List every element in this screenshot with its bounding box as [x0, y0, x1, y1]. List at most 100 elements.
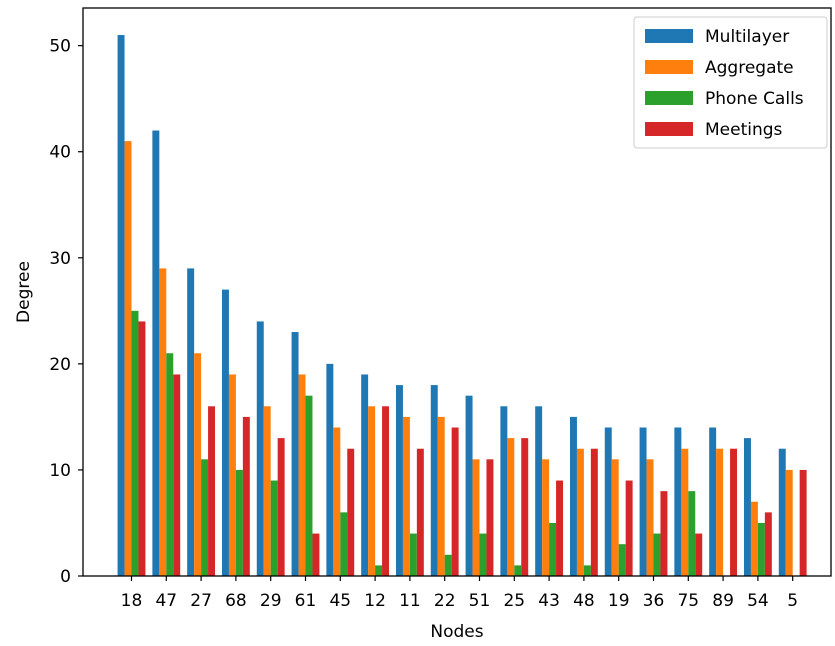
bar-aggregate-54	[750, 501, 758, 576]
x-tick-label: 54	[747, 591, 769, 611]
bar-meetings-89	[730, 448, 738, 576]
legend: Multilayer Aggregate Phone Calls Meetings	[633, 16, 828, 149]
bar-multilayer-19	[604, 427, 612, 576]
bar-phone-calls-68	[235, 469, 243, 576]
bar-multilayer-89	[709, 427, 717, 576]
bar-meetings-75	[695, 533, 703, 576]
legend-swatch-aggregate	[645, 60, 693, 74]
x-tick-label: 12	[364, 591, 386, 611]
bar-multilayer-25	[500, 406, 508, 576]
bar-phone-calls-51	[479, 533, 487, 576]
y-tick-label: 0	[60, 567, 71, 587]
bar-phone-calls-48	[583, 565, 591, 576]
bar-aggregate-19	[611, 459, 619, 576]
y-tick-label: 50	[49, 37, 71, 57]
legend-label-phone-calls: Phone Calls	[705, 89, 804, 109]
bar-aggregate-43	[542, 459, 550, 576]
bar-multilayer-54	[743, 438, 751, 576]
bar-phone-calls-75	[688, 491, 696, 576]
x-tick-label: 19	[608, 591, 630, 611]
x-tick-label: 45	[329, 591, 351, 611]
bar-phone-calls-22	[444, 554, 452, 576]
bar-aggregate-12	[368, 406, 376, 576]
bar-multilayer-75	[674, 427, 682, 576]
bars-layer	[117, 35, 807, 577]
bar-aggregate-5	[785, 469, 793, 576]
bar-meetings-54	[764, 512, 772, 576]
y-tick-label: 40	[49, 143, 71, 163]
x-tick-label: 43	[538, 591, 560, 611]
x-tick-label: 25	[503, 591, 525, 611]
x-tick-label: 61	[295, 591, 317, 611]
bar-multilayer-43	[535, 406, 543, 576]
bar-phone-calls-47	[166, 353, 174, 576]
bar-meetings-36	[660, 491, 668, 576]
bar-aggregate-51	[472, 459, 480, 576]
bar-multilayer-11	[395, 385, 403, 576]
bar-phone-calls-45	[340, 512, 348, 576]
bar-aggregate-68	[228, 374, 236, 576]
bar-meetings-45	[347, 448, 355, 576]
x-axis-ticks: 18 47 27 68 29 61 45 12 11 22 51 25 43 48 19 36 75 89 54 5	[121, 576, 798, 611]
x-tick-label: 29	[260, 591, 282, 611]
bar-phone-calls-12	[375, 565, 383, 576]
x-tick-label: 51	[469, 591, 491, 611]
bar-meetings-61	[312, 533, 320, 576]
bar-phone-calls-61	[305, 395, 313, 576]
y-axis-ticks: 0 10 20 30 40 50	[49, 37, 83, 587]
bar-aggregate-48	[576, 448, 584, 576]
bar-aggregate-18	[124, 141, 132, 576]
bar-multilayer-47	[152, 130, 160, 576]
x-tick-label: 11	[399, 591, 421, 611]
bar-aggregate-25	[507, 438, 515, 576]
bar-meetings-19	[625, 480, 633, 576]
bar-meetings-51	[486, 459, 494, 576]
bar-phone-calls-43	[549, 522, 557, 576]
bar-aggregate-29	[263, 406, 271, 576]
x-tick-label: 22	[434, 591, 456, 611]
bar-multilayer-61	[291, 332, 299, 576]
bar-multilayer-51	[465, 395, 473, 576]
x-tick-label: 5	[787, 591, 798, 611]
x-tick-label: 36	[643, 591, 665, 611]
bar-multilayer-45	[326, 363, 334, 576]
bar-phone-calls-25	[514, 565, 522, 576]
legend-label-multilayer: Multilayer	[705, 27, 789, 47]
bar-multilayer-68	[221, 289, 229, 576]
bar-multilayer-5	[778, 448, 786, 576]
bar-meetings-29	[277, 438, 285, 576]
bar-aggregate-75	[681, 448, 689, 576]
bar-phone-calls-18	[131, 310, 139, 576]
x-tick-label: 48	[573, 591, 595, 611]
bar-multilayer-29	[256, 321, 264, 576]
legend-label-aggregate: Aggregate	[705, 58, 794, 78]
bar-multilayer-48	[569, 416, 577, 576]
bar-phone-calls-19	[618, 544, 626, 576]
bar-meetings-68	[242, 416, 250, 576]
bar-meetings-18	[138, 321, 146, 576]
bar-multilayer-27	[187, 268, 195, 576]
bar-phone-calls-54	[757, 522, 765, 576]
legend-swatch-meetings	[645, 122, 693, 136]
x-axis-label: Nodes	[430, 622, 483, 641]
bar-aggregate-45	[333, 427, 341, 576]
bar-aggregate-11	[402, 416, 410, 576]
x-tick-label: 89	[712, 591, 734, 611]
bar-multilayer-22	[430, 385, 438, 576]
y-axis-label: Degree	[14, 261, 34, 323]
legend-label-meetings: Meetings	[705, 120, 783, 140]
bar-meetings-5	[799, 469, 807, 576]
bar-meetings-22	[451, 427, 459, 576]
bar-phone-calls-27	[201, 459, 209, 576]
x-tick-label: 47	[155, 591, 177, 611]
bar-aggregate-47	[159, 268, 167, 576]
legend-swatch-phone-calls	[645, 91, 693, 105]
x-tick-label: 75	[677, 591, 699, 611]
bar-aggregate-22	[437, 416, 445, 576]
bar-phone-calls-29	[270, 480, 278, 576]
y-tick-label: 30	[49, 249, 71, 269]
x-tick-label: 18	[121, 591, 143, 611]
bar-multilayer-18	[117, 35, 125, 577]
